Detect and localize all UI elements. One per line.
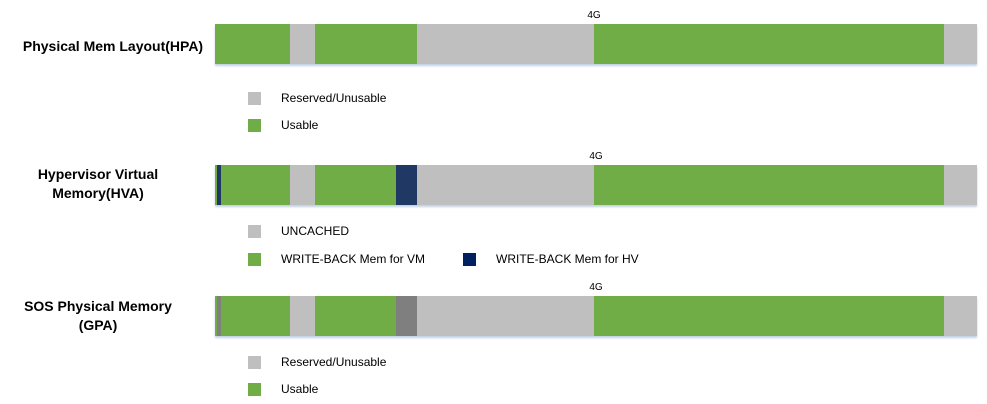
legend-hva-writeback-hv: WRITE-BACK Mem for HV — [463, 251, 639, 267]
legend-gpa-usable: Usable — [248, 381, 318, 397]
legend-swatch-usable — [248, 118, 261, 132]
memory-segment-usable — [315, 296, 396, 336]
legend-swatch-writeback-hv — [463, 252, 476, 266]
legend-label-writeback-hv: WRITE-BACK Mem for HV — [496, 252, 639, 266]
memory-segment-usable — [315, 165, 396, 205]
legend-swatch-writeback-vm — [248, 252, 261, 266]
memory-segment-usable — [221, 296, 291, 336]
legend-label-usable: Usable — [281, 382, 319, 396]
legend-hpa-usable: Usable — [248, 117, 318, 133]
legend-label-writeback-vm: WRITE-BACK Mem for VM — [281, 252, 426, 266]
memory-segment-dark-gray — [217, 296, 222, 336]
row-label-gpa: SOS Physical Memory (GPA) — [24, 298, 172, 333]
memory-bar-gpa — [215, 296, 977, 336]
memory-bar-hva — [215, 165, 977, 205]
memory-segment-usable — [221, 165, 291, 205]
memory-segment-dark-gray — [395, 296, 418, 336]
legend-hpa-reserved: Reserved/Unusable — [248, 90, 386, 106]
legend-swatch-uncached — [248, 224, 261, 238]
legend-swatch-reserved — [248, 355, 261, 369]
legend-label-usable: Usable — [281, 118, 319, 132]
memory-segment-usable — [594, 24, 945, 64]
legend-label-reserved: Reserved/Unusable — [281, 355, 387, 369]
marker-4g-gpa: 4G — [589, 282, 603, 293]
memory-segment-writeback-hv — [217, 165, 222, 205]
legend-hva-uncached: UNCACHED — [248, 223, 349, 239]
legend-label-uncached: UNCACHED — [281, 224, 350, 238]
legend-swatch-reserved — [248, 91, 261, 105]
memory-segment-writeback-hv — [395, 165, 418, 205]
memory-segment-usable — [215, 24, 291, 64]
legend-hva-writeback-vm: WRITE-BACK Mem for VM — [248, 251, 425, 267]
legend-label-reserved: Reserved/Unusable — [281, 91, 387, 105]
row-label-hpa: Physical Mem Layout(HPA) — [22, 38, 204, 54]
legend-gpa-reserved: Reserved/Unusable — [248, 354, 386, 370]
memory-segment-usable — [215, 165, 218, 205]
row-label-hva: Hypervisor Virtual Memory(HVA) — [37, 166, 159, 201]
memory-segment-usable — [315, 24, 418, 64]
memory-bar-hpa — [215, 24, 977, 64]
memory-segment-usable — [594, 165, 945, 205]
marker-4g-hva: 4G — [589, 151, 603, 162]
legend-swatch-usable — [248, 382, 261, 396]
marker-4g-hpa: 4G — [587, 10, 601, 21]
memory-segment-usable — [215, 296, 218, 336]
memory-segment-usable — [594, 296, 945, 336]
